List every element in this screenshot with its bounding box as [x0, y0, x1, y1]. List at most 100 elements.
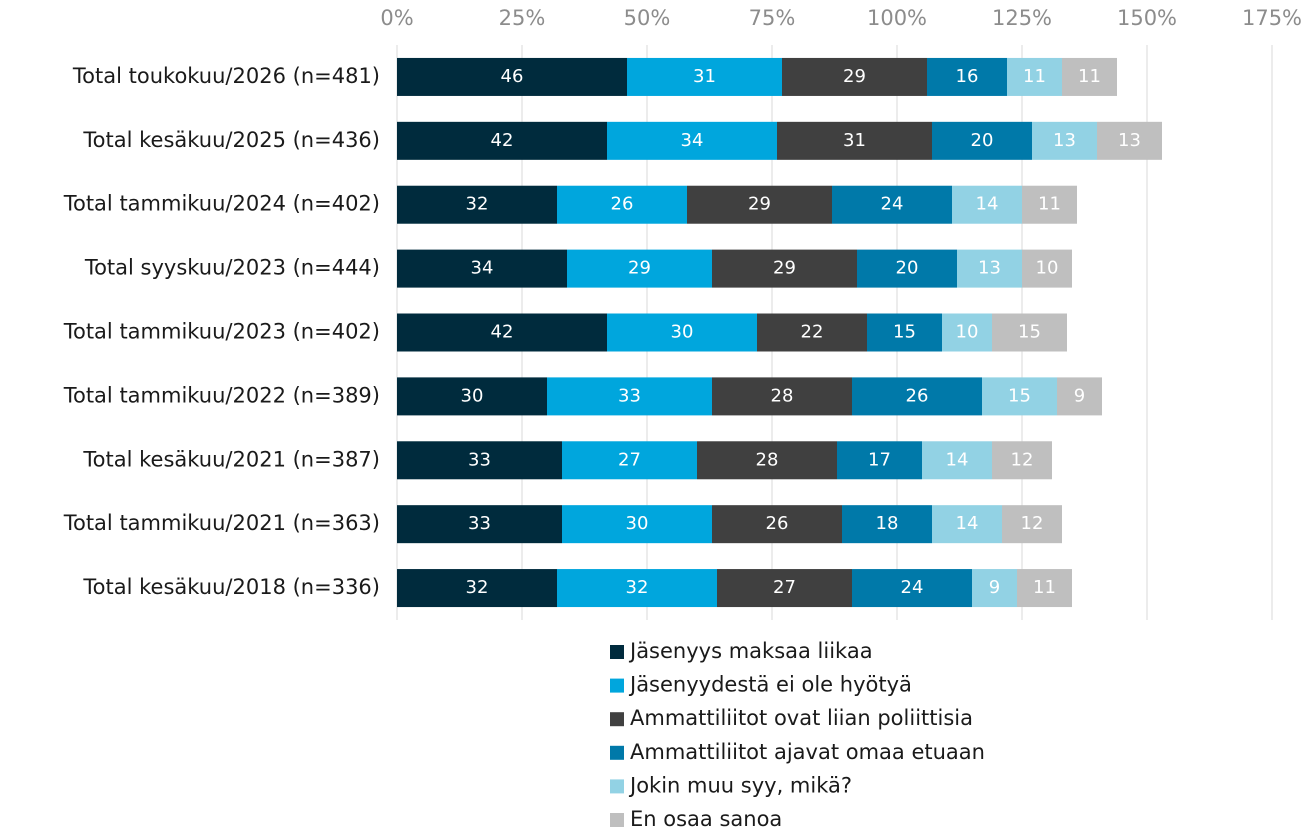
bar-segment	[397, 121, 607, 160]
data-label: 11	[1078, 66, 1101, 87]
data-label: 29	[773, 258, 796, 279]
data-label: 26	[766, 513, 789, 534]
legend-label: Jokin muu syy, mikä?	[628, 773, 852, 797]
data-label: 11	[1023, 66, 1046, 87]
category-label: Total syyskuu/2023 (n=444)	[84, 256, 380, 280]
bar-segment	[397, 569, 557, 608]
bar-segment	[867, 313, 942, 352]
bar-segment	[1097, 121, 1162, 160]
bar-segment	[782, 57, 927, 96]
bar-segment	[397, 185, 557, 224]
data-label: 32	[466, 194, 489, 215]
bar-segment	[922, 441, 992, 480]
x-tick-label: 100%	[867, 6, 927, 30]
data-label: 27	[773, 577, 796, 598]
bar-segment	[557, 569, 717, 608]
bar-segment	[1002, 505, 1062, 544]
x-tick-label: 175%	[1242, 6, 1302, 30]
data-label: 30	[671, 322, 694, 343]
bar-segment	[557, 185, 687, 224]
legend-swatch	[610, 745, 624, 760]
data-label: 29	[628, 258, 651, 279]
data-label: 17	[868, 449, 891, 470]
data-label: 34	[681, 130, 704, 151]
legend-label: Ammattiliitot ovat liian poliittisia	[630, 706, 973, 730]
data-label: 9	[1074, 385, 1085, 406]
bar-segment	[607, 313, 757, 352]
bar-segment	[607, 121, 777, 160]
legend-label: Jäsenyydestä ei ole hyötyä	[628, 673, 912, 697]
category-label: Total kesäkuu/2021 (n=387)	[82, 447, 380, 471]
bar-segment	[547, 377, 712, 416]
bar-segment	[712, 377, 852, 416]
bar-segment	[852, 377, 982, 416]
category-label: Total tammikuu/2024 (n=402)	[63, 192, 380, 216]
bar-segment	[757, 313, 867, 352]
bar-segment	[927, 57, 1007, 96]
data-label: 10	[1036, 258, 1059, 279]
bar-segment	[837, 441, 922, 480]
bar-segment	[397, 377, 547, 416]
data-label: 26	[611, 194, 634, 215]
category-label: Total toukokuu/2026 (n=481)	[72, 64, 380, 88]
bar-segment	[1022, 249, 1072, 288]
data-label: 14	[956, 513, 979, 534]
bar-segment	[932, 505, 1002, 544]
category-label: Total kesäkuu/2018 (n=336)	[82, 575, 380, 599]
data-label: 28	[771, 385, 794, 406]
bar-segment	[982, 377, 1057, 416]
data-label: 22	[801, 322, 824, 343]
data-label: 42	[491, 130, 514, 151]
x-tick-label: 150%	[1117, 6, 1177, 30]
category-label: Total tammikuu/2021 (n=363)	[63, 511, 380, 535]
legend-swatch	[610, 712, 624, 727]
legend-swatch	[610, 779, 624, 794]
data-label: 13	[1053, 130, 1076, 151]
data-label: 11	[1033, 577, 1056, 598]
legend-label: Ammattiliitot ajavat omaa etuaan	[630, 740, 985, 764]
data-label: 10	[956, 322, 979, 343]
bar-segment	[1022, 185, 1077, 224]
bar-segment	[1017, 569, 1072, 608]
data-label: 26	[906, 385, 929, 406]
x-tick-label: 25%	[499, 6, 546, 30]
data-label: 13	[1118, 130, 1141, 151]
data-label: 29	[748, 194, 771, 215]
data-label: 24	[881, 194, 904, 215]
data-label: 30	[461, 385, 484, 406]
bar-segment	[397, 505, 562, 544]
data-label: 14	[976, 194, 999, 215]
bar-segment	[717, 569, 852, 608]
data-label: 13	[978, 258, 1001, 279]
data-label: 32	[466, 577, 489, 598]
data-label: 9	[989, 577, 1000, 598]
legend-swatch	[610, 813, 624, 827]
bar-segment	[1007, 57, 1062, 96]
bar-segment	[562, 441, 697, 480]
data-label: 30	[626, 513, 649, 534]
bar-segment	[687, 185, 832, 224]
bar-segment	[397, 313, 607, 352]
data-label: 31	[843, 130, 866, 151]
bar-segment	[972, 569, 1017, 608]
bar-segment	[712, 505, 842, 544]
category-label: Total tammikuu/2022 (n=389)	[63, 383, 380, 407]
data-label: 28	[756, 449, 779, 470]
bar-segment	[842, 505, 932, 544]
data-label: 33	[618, 385, 641, 406]
data-label: 27	[618, 449, 641, 470]
legend-swatch	[610, 678, 624, 693]
bar-segment	[397, 249, 567, 288]
data-label: 32	[626, 577, 649, 598]
bar-segment	[562, 505, 712, 544]
bar-segment	[397, 441, 562, 480]
x-tick-label: 50%	[624, 6, 671, 30]
x-tick-label: 75%	[749, 6, 796, 30]
data-label: 20	[971, 130, 994, 151]
data-label: 15	[893, 322, 916, 343]
bar-segment	[992, 441, 1052, 480]
bar-segment	[1057, 377, 1102, 416]
data-label: 11	[1038, 194, 1061, 215]
bar-segment	[627, 57, 782, 96]
bar-segment	[777, 121, 932, 160]
